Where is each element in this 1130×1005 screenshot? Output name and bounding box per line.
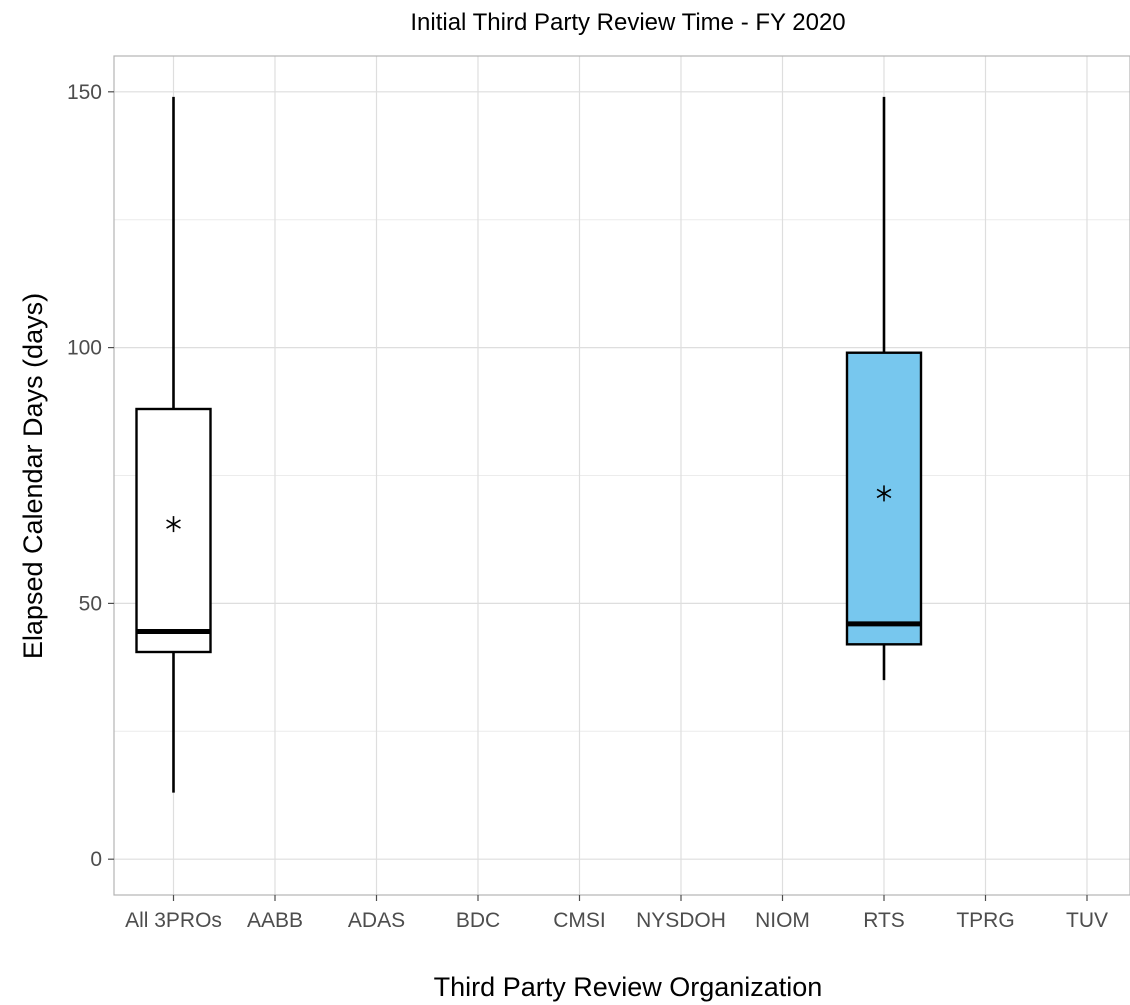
plot-panel-border [113, 55, 1130, 896]
box-all-3pros [135, 96, 212, 793]
x-axis-ticks: All 3PROs AABB ADAS BDC CMSI NYSDOH NIOM RTS TPR… [125, 895, 1108, 932]
x-tick-label: NYSDOH [636, 909, 726, 932]
chart-title: Initial Third Party Review Time - FY 202… [410, 9, 845, 36]
y-axis-ticks: 0 50 100 150 [67, 81, 114, 871]
x-tick-label: RTS [863, 909, 905, 932]
x-tick-label: All 3PROs [125, 909, 222, 932]
mean-marker-stroke [876, 488, 892, 499]
x-tick-label: BDC [456, 909, 500, 932]
y-tick-label: 0 [90, 848, 102, 871]
x-tick-label: TPRG [956, 909, 1014, 932]
x-tick-label: CMSI [553, 909, 606, 932]
x-axis-title: Third Party Review Organization [434, 972, 823, 1002]
mean-marker [166, 516, 181, 533]
box-rts [845, 96, 923, 681]
box-plots [135, 96, 923, 793]
y-tick-label: 50 [79, 592, 102, 615]
x-tick-label: NIOM [755, 909, 810, 932]
y-tick-label: 100 [67, 337, 102, 360]
x-tick-label: ADAS [348, 909, 405, 932]
mean-marker-stroke [166, 519, 181, 529]
mean-marker [876, 485, 892, 502]
y-tick-label: 150 [67, 81, 102, 104]
grid-lines [114, 56, 1130, 895]
y-axis-title: Elapsed Calendar Days (days) [18, 293, 48, 659]
x-tick-label: AABB [247, 909, 303, 932]
x-tick-label: TUV [1066, 909, 1108, 932]
